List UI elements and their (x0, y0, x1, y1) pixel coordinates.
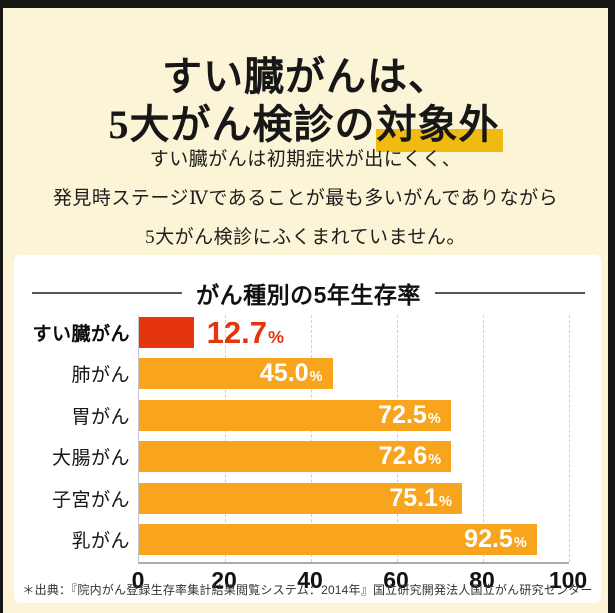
x-tick-label: 80 (469, 567, 495, 593)
gridline-100 (569, 315, 570, 562)
chart-title-row: がん種別の5年生存率 (32, 276, 586, 310)
category-label: 乳がん (71, 531, 130, 552)
bar-value-label: 92.5% (464, 524, 527, 559)
intro-line: すい臓がんは初期症状が出にくく、 (149, 149, 462, 170)
chart-bar: 45.0% (139, 358, 333, 389)
chart-x-axis: 0 20 40 60 80 100 (132, 567, 588, 593)
chart-bar: 92.5% (139, 524, 537, 555)
chart-card: がん種別の5年生存率 すい臓がん 肺がん 胃がん 大腸がん 子宮がん 乳がん 12.7% 4… (14, 255, 601, 603)
bar-value-number: 92.5 (464, 525, 513, 553)
bar-value-unit: % (439, 493, 452, 510)
chart-bar: 72.5% (139, 399, 451, 431)
category-label: すい臓がん (32, 323, 130, 345)
title-line1: すい臓がんは、 (162, 53, 449, 99)
bar-value-label: 12.7% (207, 317, 284, 353)
bar-value-number: 72.6 (378, 442, 428, 470)
gridline-20 (225, 315, 226, 562)
category-label: 胃がん (71, 406, 130, 428)
x-tick-label: 20 (211, 567, 237, 593)
intro-line: 5大がん検診にふくまれていません。 (145, 227, 466, 248)
x-tick-label: 40 (297, 567, 323, 593)
bar-value-unit: % (428, 452, 442, 468)
bar-value-number: 45.0 (259, 359, 309, 387)
gridline-80 (483, 315, 484, 562)
bar-value-label: 72.5% (378, 400, 441, 435)
bar-value-unit: % (267, 326, 284, 347)
chart-bar: 75.1% (139, 482, 462, 514)
x-tick-label: 60 (383, 567, 409, 593)
bar-value-number: 12.7 (206, 314, 267, 350)
source-note: ＊出典：『院内がん登録生存率集計結果閲覧システム：2014年』国立研究開発法人国… (22, 583, 593, 597)
chart-title: がん種別の5年生存率 (196, 282, 421, 308)
bar-value-inside: 92.5% (464, 524, 527, 555)
x-tick-label: 0 (131, 567, 145, 593)
gridline-60 (397, 315, 398, 562)
bar-value-unit: % (427, 410, 441, 427)
bar-value-inside: 72.6% (379, 441, 442, 472)
x-tick-label: 100 (548, 567, 588, 593)
title-line2-prefix: 5大がん検診の (108, 101, 376, 147)
category-label: 大腸がん (51, 448, 130, 469)
category-label: 子宮がん (51, 489, 130, 511)
chart-plot-area: 12.7% 45.0% 72.5% 72.6% 75.1% 92.5% (138, 315, 570, 564)
bar-value-number: 75.1 (389, 483, 439, 512)
bar-value-number: 72.5 (378, 400, 427, 429)
bar-value-label: 45.0% (260, 358, 323, 393)
title-rule-right (434, 292, 586, 294)
bar-value-inside: 45.0% (260, 358, 323, 389)
bar-value-unit: % (513, 535, 527, 551)
intro-line: 発見時ステージⅣであることが最も多いがんでありながら (52, 188, 559, 209)
bar-value-inside: 75.1% (389, 483, 452, 514)
bar-value-outside: 12.7% (207, 317, 284, 348)
chart-bar: 72.6% (139, 441, 452, 472)
bar-value-unit: % (309, 369, 323, 385)
title-rule-left (32, 292, 183, 294)
page-title: すい臓がんは、 5大がん検診の対象外 (0, 53, 611, 152)
bar-value-label: 75.1% (389, 483, 452, 518)
bar-value-label: 72.6% (379, 441, 442, 476)
category-label: 肺がん (71, 365, 130, 386)
bar-value-inside: 72.5% (378, 400, 441, 431)
gridline-40 (311, 315, 312, 562)
chart-bar (139, 316, 194, 348)
chart-category-labels: すい臓がん肺がん胃がん大腸がん子宮がん乳がん (14, 315, 130, 562)
title-highlighted-word: 対象外 (375, 101, 503, 152)
intro-paragraph: すい臓がんは初期症状が出にくく、 発見時ステージⅣであることが最も多いがんであり… (0, 140, 611, 257)
